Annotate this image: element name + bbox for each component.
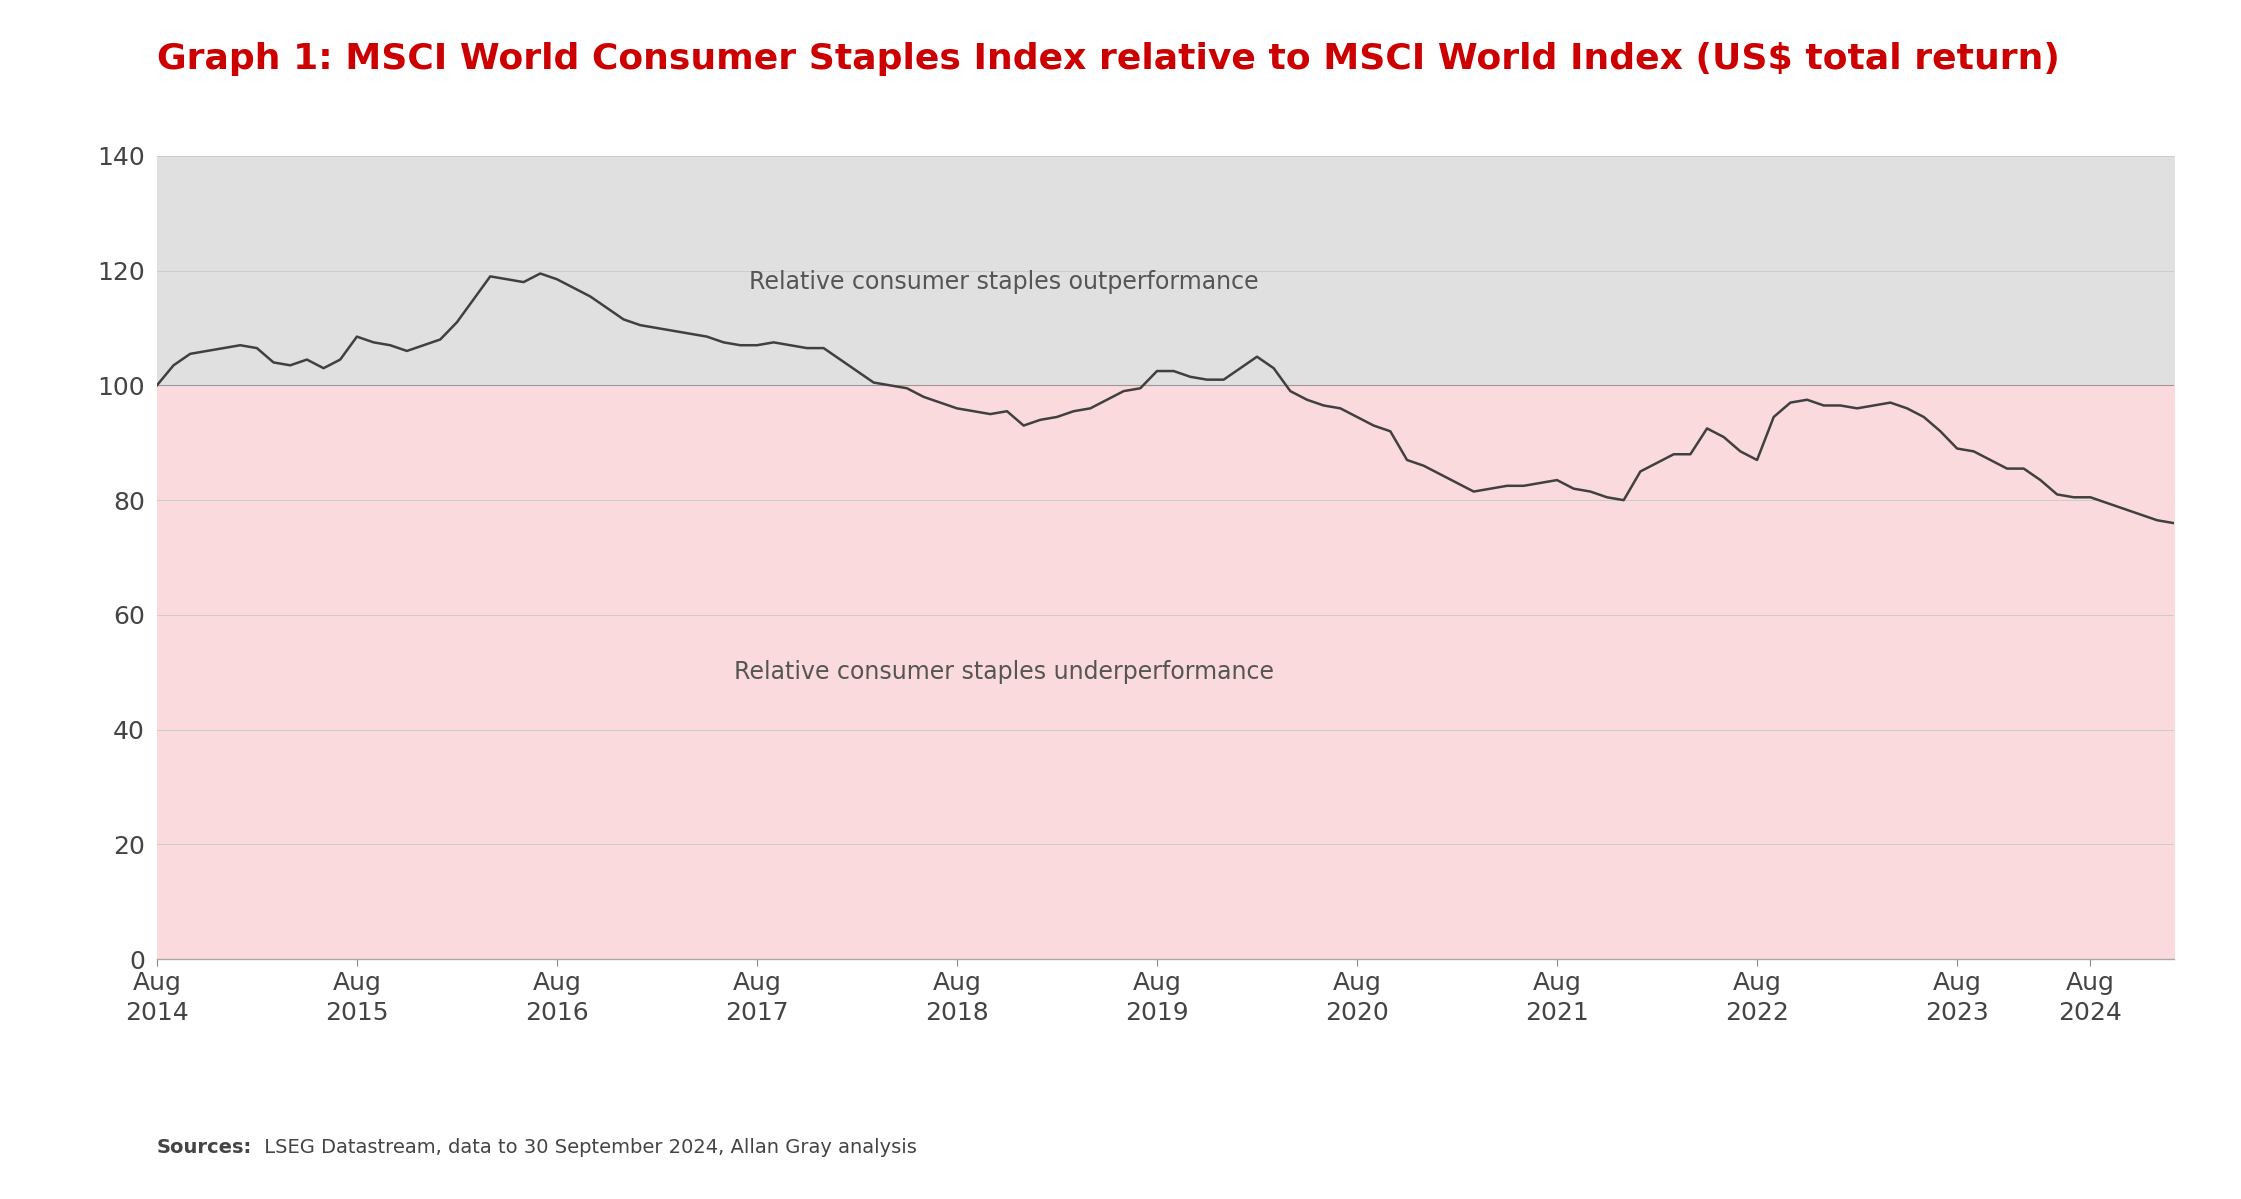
Text: Graph 1: MSCI World Consumer Staples Index relative to MSCI World Index (US$ tot: Graph 1: MSCI World Consumer Staples Ind…	[157, 42, 2059, 76]
Text: Relative consumer staples underperformance: Relative consumer staples underperforman…	[735, 661, 1273, 685]
Text: Relative consumer staples outperformance: Relative consumer staples outperformance	[748, 270, 1259, 294]
Text: Sources:: Sources:	[157, 1138, 253, 1157]
Text: LSEG Datastream, data to 30 September 2024, Allan Gray analysis: LSEG Datastream, data to 30 September 20…	[258, 1138, 917, 1157]
